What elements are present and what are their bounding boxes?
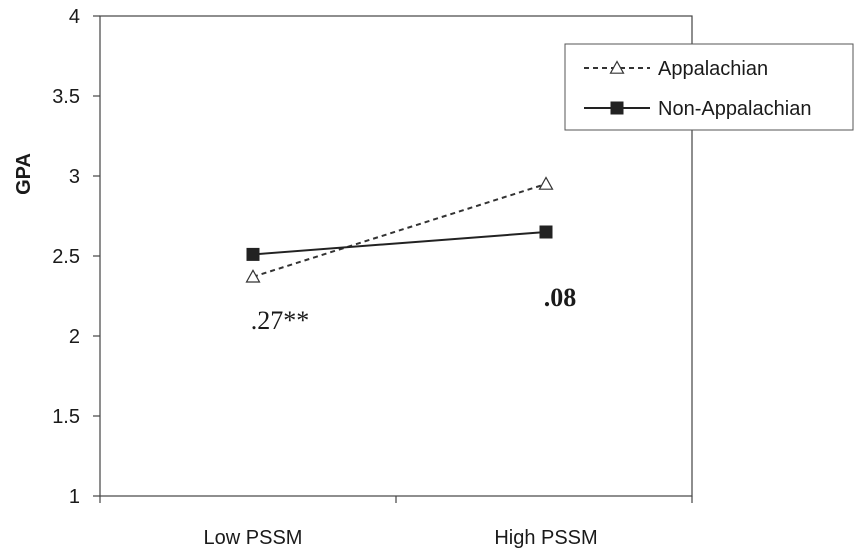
legend-marker [610,101,624,115]
series-appalachian [245,176,554,283]
x-tick-label: Low PSSM [204,527,303,549]
y-axis: 1 1.5 2 2.5 3 3.5 4 [52,6,100,508]
annotation-layer: .27** .08 [251,283,577,335]
legend: Appalachian Non-Appalachian [564,43,854,131]
effect-annotation: .27** [251,306,310,335]
legend-label: Non-Appalachian [658,98,811,120]
data-point [539,225,553,239]
data-point [246,247,260,261]
series-line [252,231,547,256]
y-tick-label: 2 [69,326,80,348]
x-axis: Low PSSM High PSSM [99,496,693,549]
legend-label: Appalachian [658,58,768,80]
y-axis-title: GPA [13,153,35,195]
series-non-appalachian [246,225,553,261]
legend-box [564,43,854,131]
x-tick-label: High PSSM [494,527,597,549]
y-tick-label: 4 [69,6,80,28]
series-line [252,183,547,278]
legend-entry: Non-Appalachian [584,98,811,120]
y-tick-label: 2.5 [52,246,80,268]
legend-entry: Appalachian [584,58,768,80]
y-tick-label: 3 [69,166,80,188]
legend-marker [609,60,625,74]
data-point [245,269,261,283]
data-point [538,176,554,190]
y-tick-label: 1 [69,486,80,508]
y-tick-label: 3.5 [52,86,80,108]
y-tick-label: 1.5 [52,406,80,428]
series-layer [245,176,554,283]
effect-annotation: .08 [544,283,577,312]
